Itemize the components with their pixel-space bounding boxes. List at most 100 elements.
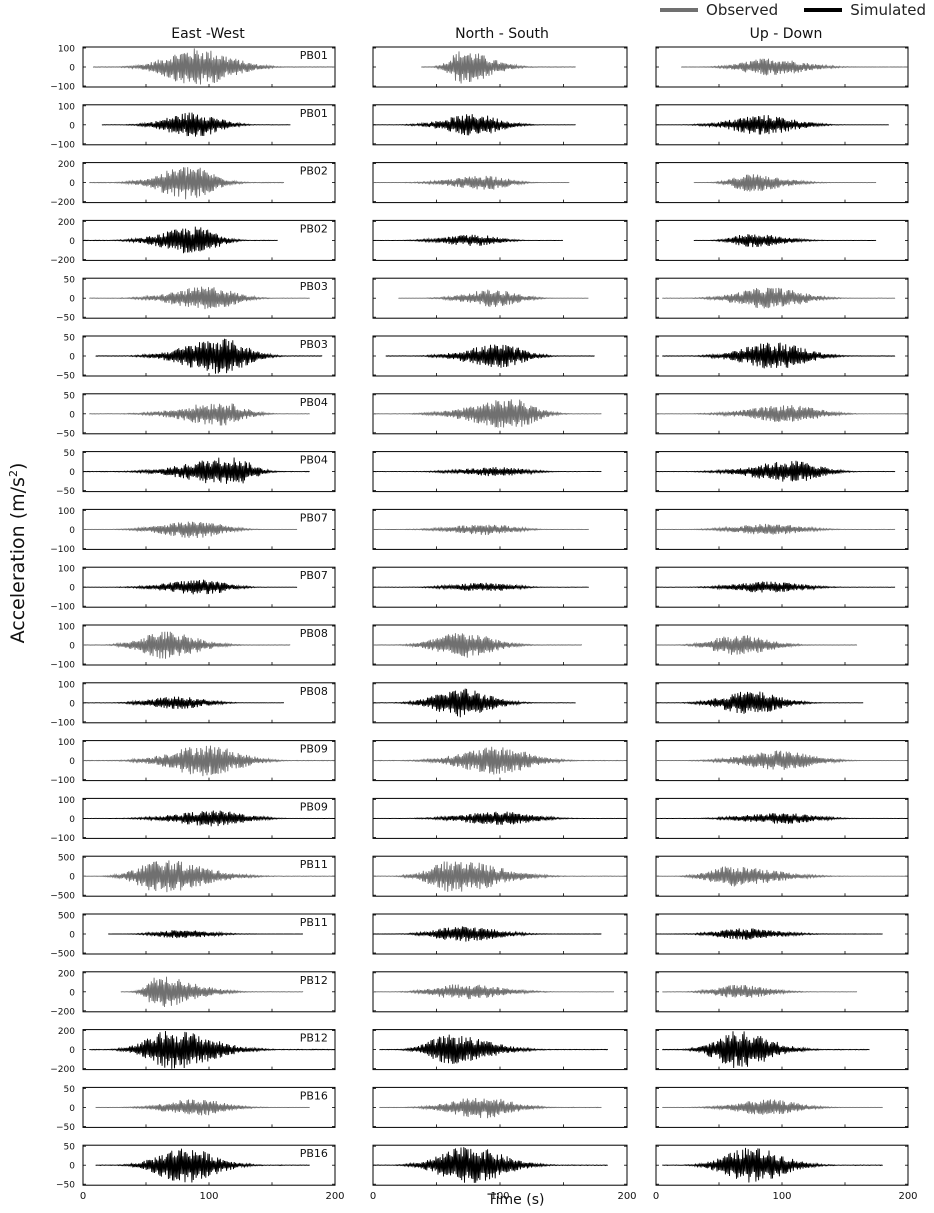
waveform-trace [662, 1099, 883, 1115]
seismogram-panel: PB12 [82, 971, 336, 1013]
waveform-trace [655, 405, 908, 422]
x-axis-label: Time (s) [487, 1192, 545, 1208]
seismogram-panel: PB02 [82, 162, 336, 204]
seismogram-panel [655, 971, 909, 1013]
waveform-trace [372, 1147, 608, 1183]
seismogram-panel [372, 104, 628, 146]
seismogram-panel [655, 855, 909, 897]
y-tick-label: 100 [58, 738, 75, 748]
waveform-trace [372, 746, 627, 775]
waveform-trace [92, 48, 336, 85]
seismogram-panel [372, 508, 628, 550]
station-label: PB07 [300, 569, 328, 582]
y-tick-label: −50 [56, 314, 75, 324]
y-tick-label: 0 [69, 410, 75, 420]
legend: Observed Simulated [660, 1, 926, 19]
waveform-trace [655, 928, 883, 940]
waveform-trace [372, 984, 615, 1000]
waveform-trace [82, 810, 335, 827]
y-tick-label: 50 [64, 1143, 76, 1153]
seismogram-panel [372, 913, 628, 955]
y-tick-label: 50 [64, 1085, 76, 1095]
y-tick-label: 0 [69, 584, 75, 594]
seismogram-panel: PB08 [82, 624, 336, 666]
waveform-trace [655, 635, 858, 655]
x-tick-label: 200 [617, 1191, 636, 1202]
station-label: PB08 [300, 685, 328, 698]
seismogram-panel: PB03 [82, 335, 336, 377]
y-tick-label: 0 [69, 699, 75, 709]
seismogram-panel [372, 624, 628, 666]
seismogram-panel [655, 913, 909, 955]
y-tick-label: −100 [50, 83, 75, 93]
seismogram-panel: PB09 [82, 740, 336, 782]
waveform-trace [693, 174, 877, 192]
x-tick-label: 200 [325, 1191, 344, 1202]
seismogram-panel: PB07 [82, 566, 336, 608]
y-tick-label: 0 [69, 179, 75, 189]
waveform-trace [655, 813, 908, 824]
station-label: PB07 [300, 511, 328, 524]
seismogram-panel: PB16 [82, 1144, 336, 1186]
waveform-trace [82, 631, 291, 659]
seismogram-panel: PB11 [82, 855, 336, 897]
y-tick-label: 200 [58, 1027, 75, 1037]
y-tick-label: 0 [69, 353, 75, 363]
waveform-trace [82, 579, 298, 595]
x-tick-label: 100 [199, 1191, 218, 1202]
y-tick-label: 0 [69, 121, 75, 131]
seismogram-panel [372, 219, 628, 261]
y-tick-label: 0 [69, 237, 75, 247]
station-label: PB08 [300, 627, 328, 640]
y-tick-label: −500 [50, 950, 75, 960]
seismogram-panel: PB07 [82, 508, 336, 550]
y-tick-label: −50 [56, 1181, 75, 1191]
y-tick-label: 100 [58, 680, 75, 690]
station-label: PB09 [300, 800, 328, 813]
y-tick-label: 0 [69, 931, 75, 941]
station-label: PB04 [300, 396, 328, 409]
waveform-trace [82, 696, 285, 709]
y-tick-label: −200 [50, 1007, 75, 1017]
waveform-trace [372, 114, 576, 136]
waveform-trace [398, 289, 589, 307]
seismogram-panel [372, 46, 628, 88]
y-tick-label: −100 [50, 603, 75, 613]
y-tick-label: 200 [58, 160, 75, 170]
seismogram-panel [372, 1029, 628, 1071]
waveform-trace [372, 926, 602, 942]
waveform-trace [662, 342, 896, 369]
waveform-trace [662, 287, 896, 309]
seismogram-panel [655, 393, 909, 435]
column-title-east-west: East -West [171, 26, 245, 42]
y-tick-label: 0 [69, 468, 75, 478]
seismogram-panel: PB03 [82, 277, 336, 319]
waveform-trace [372, 234, 564, 247]
seismogram-panel [372, 277, 628, 319]
x-tick-label: 0 [370, 1191, 376, 1202]
station-label: PB02 [300, 222, 328, 235]
waveform-trace [89, 403, 310, 426]
waveform-trace [95, 338, 323, 374]
seismogram-panel: PB16 [82, 1086, 336, 1128]
y-tick-label: 0 [69, 815, 75, 825]
seismogram-panel [372, 971, 628, 1013]
waveform-trace [82, 860, 335, 893]
y-tick-label: 500 [58, 854, 75, 864]
waveform-trace [662, 1147, 883, 1183]
station-label: PB09 [300, 743, 328, 756]
waveform-trace [372, 861, 627, 892]
y-tick-label: 0 [69, 526, 75, 536]
seismogram-panel: PB01 [82, 104, 336, 146]
x-tick-label: 200 [898, 1191, 917, 1202]
waveform-trace [655, 460, 896, 482]
y-tick-label: 0 [69, 295, 75, 305]
seismogram-panel: PB12 [82, 1029, 336, 1071]
seismogram-panel [655, 740, 909, 782]
waveform-trace [662, 984, 858, 998]
x-tick-label: 100 [772, 1191, 791, 1202]
waveform-trace [82, 521, 298, 539]
y-tick-label: −200 [50, 256, 75, 266]
waveform-trace [95, 1099, 310, 1116]
y-tick-label: 100 [58, 102, 75, 112]
